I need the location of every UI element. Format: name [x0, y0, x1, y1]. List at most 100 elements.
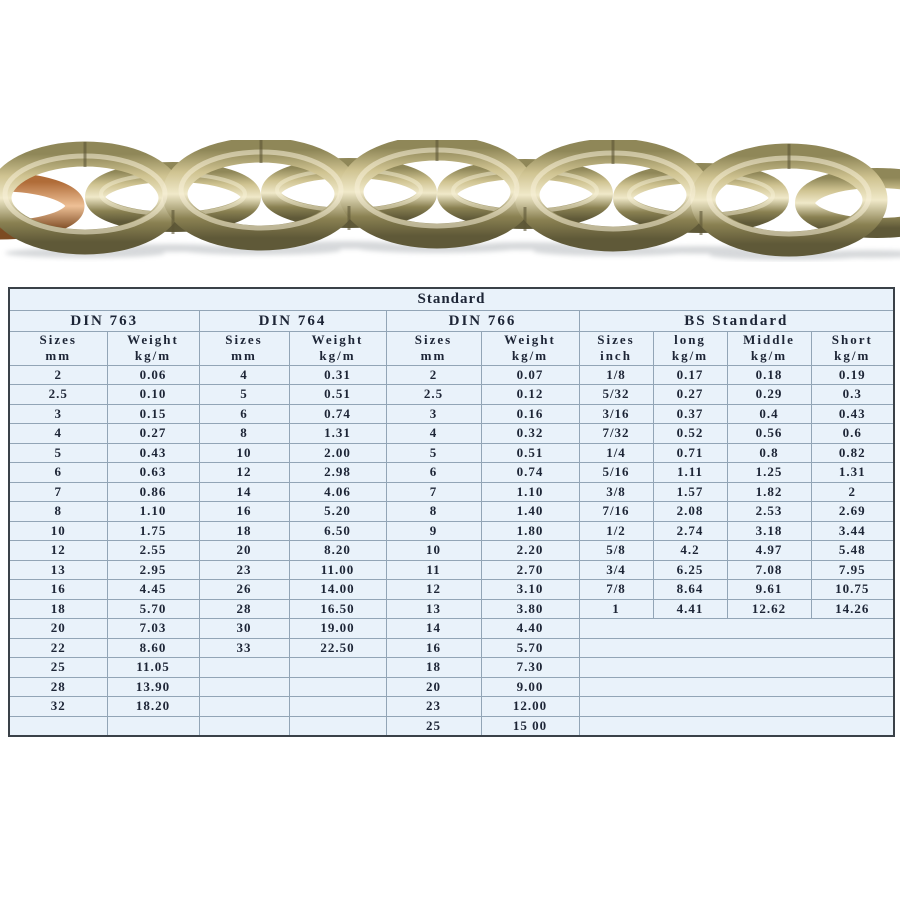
cell: 0.82 [810, 442, 895, 463]
cell: 8 [8, 501, 108, 522]
section-header-bs-standard: BS Standard [578, 310, 895, 332]
cell: 1/2 [578, 520, 654, 541]
table-row: 16 4.45 26 14.00 12 3.10 7/8 8.64 9.61 10.75 [8, 579, 895, 600]
cell: 6 [385, 462, 482, 483]
cell: 3 [385, 403, 482, 424]
cell: 14.26 [810, 598, 895, 619]
section-header-din-766: DIN 766 [385, 310, 580, 332]
empty-cell [288, 676, 387, 697]
cell: 18.20 [106, 696, 200, 717]
column-header-bs-standard-middle: Middle kg/m [726, 331, 812, 366]
cell: 0.74 [480, 462, 580, 483]
cell: 15 00 [480, 715, 580, 737]
cell: 16 [385, 637, 482, 658]
column-header-din-764-sizes: Sizes mm [198, 331, 290, 366]
cell: 0.74 [288, 403, 387, 424]
cell: 12 [8, 540, 108, 561]
cell: 11 [385, 559, 482, 580]
chain-illustration [0, 140, 900, 260]
cell: 0.8 [726, 442, 812, 463]
empty-cell [198, 715, 290, 737]
cell: 9 [385, 520, 482, 541]
cell: 5.70 [106, 598, 200, 619]
column-header-bs-standard-long: long kg/m [652, 331, 728, 366]
cell: 2 [8, 364, 108, 385]
cell: 3.44 [810, 520, 895, 541]
cell: 4.2 [652, 540, 728, 561]
cell: 7.95 [810, 559, 895, 580]
empty-cell [288, 696, 387, 717]
cell: 14.00 [288, 579, 387, 600]
cell: 5.48 [810, 540, 895, 561]
column-header-din-763-weight: Weight kg/m [106, 331, 200, 366]
cell: 1.40 [480, 501, 580, 522]
cell: 1.57 [652, 481, 728, 502]
empty-cell [8, 715, 108, 737]
cell: 1/4 [578, 442, 654, 463]
standards-table-container: Standard DIN 763 DIN 764 DIN 766 BS Standar… [8, 287, 896, 737]
cell: 10 [385, 540, 482, 561]
cell: 7.30 [480, 657, 580, 678]
table-row: 12 2.55 20 8.20 10 2.20 5/8 4.2 4.97 5.48 [8, 540, 895, 561]
cell: 0.19 [810, 364, 895, 385]
cell: 2.08 [652, 501, 728, 522]
empty-cell [288, 657, 387, 678]
cell: 0.3 [810, 384, 895, 405]
table-row: 7 0.86 14 4.06 7 1.10 3/8 1.57 1.82 2 [8, 481, 895, 502]
cell: 2.70 [480, 559, 580, 580]
cell: 7.03 [106, 618, 200, 639]
cell: 2.5 [385, 384, 482, 405]
table-row: 20 7.03 30 19.00 14 4.40 [8, 618, 895, 639]
cell: 4.41 [652, 598, 728, 619]
cell: 2 [810, 481, 895, 502]
table-row: 28 13.90 20 9.00 [8, 676, 895, 697]
cell: 22.50 [288, 637, 387, 658]
cell: 13.90 [106, 676, 200, 697]
cell: 10.75 [810, 579, 895, 600]
cell: 8 [198, 423, 290, 444]
cell: 25 [8, 657, 108, 678]
cell: 0.16 [480, 403, 580, 424]
cell: 18 [198, 520, 290, 541]
cell: 0.17 [652, 364, 728, 385]
empty-merged-cell [578, 696, 895, 717]
cell: 30 [198, 618, 290, 639]
table-row: 8 1.10 16 5.20 8 1.40 7/16 2.08 2.53 2.69 [8, 501, 895, 522]
empty-cell [198, 676, 290, 697]
table-row: 32 18.20 23 12.00 [8, 696, 895, 717]
cell: 5.70 [480, 637, 580, 658]
empty-cell [288, 715, 387, 737]
cell: 12.00 [480, 696, 580, 717]
cell: 16 [198, 501, 290, 522]
cell: 8.64 [652, 579, 728, 600]
empty-cell [198, 657, 290, 678]
cell: 2.95 [106, 559, 200, 580]
cell: 1 [578, 598, 654, 619]
cell: 5/32 [578, 384, 654, 405]
column-header-bs-standard-short: Short kg/m [810, 331, 895, 366]
cell: 16.50 [288, 598, 387, 619]
cell: 1.82 [726, 481, 812, 502]
table-row: 3 0.15 6 0.74 3 0.16 3/16 0.37 0.4 0.43 [8, 403, 895, 424]
empty-merged-cell [578, 637, 895, 658]
empty-merged-cell [578, 657, 895, 678]
cell: 0.63 [106, 462, 200, 483]
cell: 4 [385, 423, 482, 444]
cell: 2.98 [288, 462, 387, 483]
cell: 4.40 [480, 618, 580, 639]
cell: 2 [385, 364, 482, 385]
cell: 0.4 [726, 403, 812, 424]
column-header-din-766-sizes: Sizes mm [385, 331, 482, 366]
cell: 3 [8, 403, 108, 424]
cell: 8 [385, 501, 482, 522]
cell: 5 [198, 384, 290, 405]
cell: 3.18 [726, 520, 812, 541]
cell: 23 [385, 696, 482, 717]
cell: 1.31 [288, 423, 387, 444]
cell: 10 [198, 442, 290, 463]
cell: 4 [198, 364, 290, 385]
cell: 32 [8, 696, 108, 717]
cell: 9.00 [480, 676, 580, 697]
cell: 18 [8, 598, 108, 619]
